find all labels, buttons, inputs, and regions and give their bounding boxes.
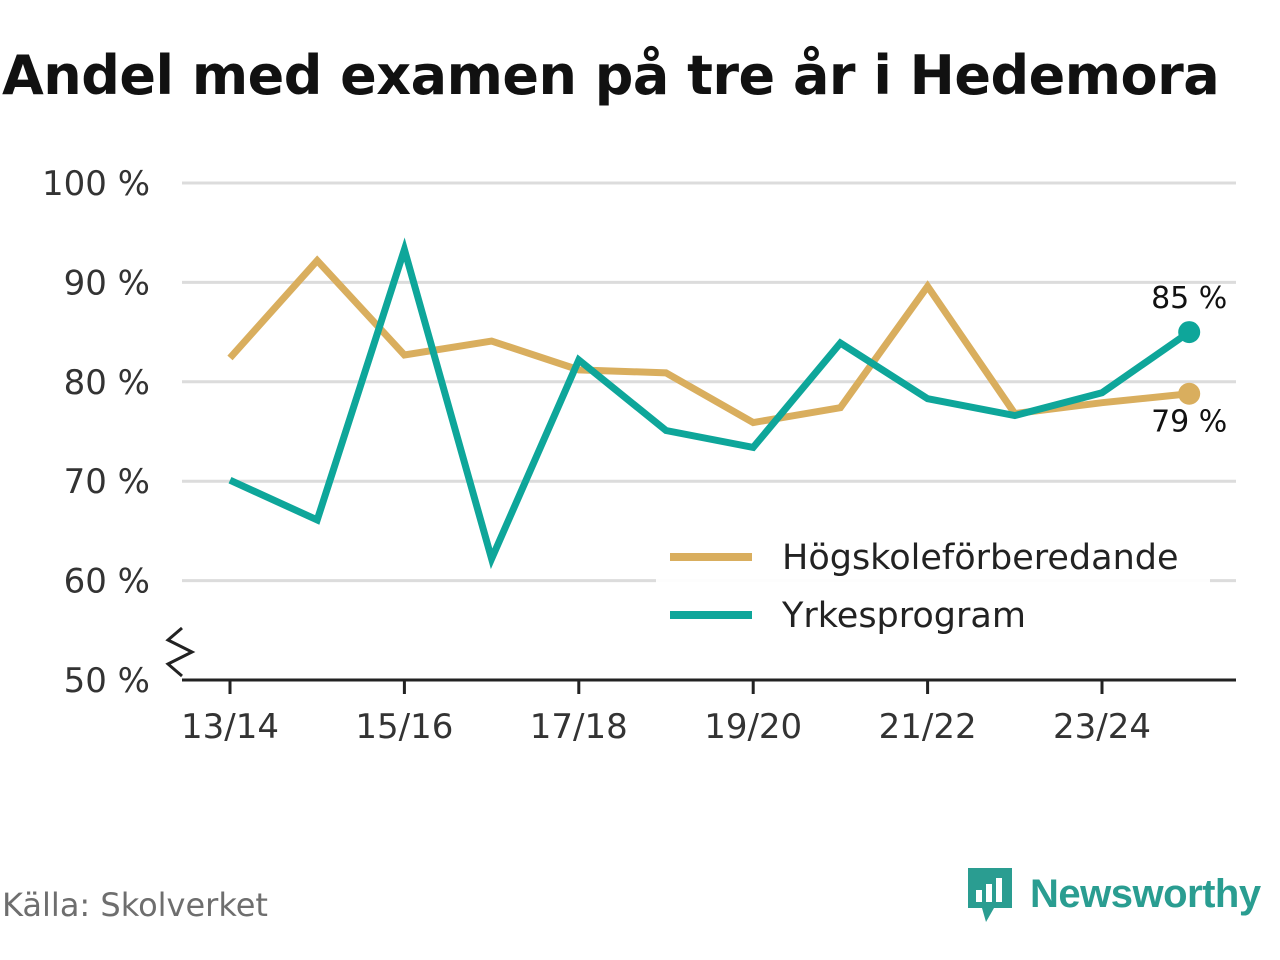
grid-lines — [182, 181, 1236, 583]
legend-label: Högskoleförberedande — [782, 538, 1179, 578]
legend-background — [656, 530, 1210, 654]
x-tick-label: 23/24 — [1053, 707, 1151, 747]
series-end-point — [1178, 382, 1201, 405]
line-chart: 50 % 60 % 70 % 80 % 90 % 100 % 13/14 15/16 17/1… — [42, 164, 1236, 747]
series-line — [228, 237, 1192, 570]
x-axis: 13/14 15/16 17/18 19/20 21/22 23/24 — [165, 626, 1236, 747]
end-value-label: 85 % — [1151, 281, 1227, 316]
series-end-point — [1178, 321, 1201, 344]
y-tick-label: 60 % — [64, 562, 150, 602]
brand-logo: Newsworthy — [964, 864, 1261, 924]
legend-label: Yrkesprogram — [781, 596, 1026, 636]
y-tick-label: 70 % — [64, 462, 150, 502]
x-tick-label: 13/14 — [181, 707, 279, 747]
source-note: Källa: Skolverket — [2, 886, 268, 924]
axis-break-icon — [165, 626, 196, 678]
x-tick-label: 21/22 — [879, 707, 977, 747]
legend: Högskoleförberedande Yrkesprogram — [656, 530, 1210, 654]
newsworthy-logo-icon — [968, 868, 1012, 922]
x-tick-label: 15/16 — [355, 707, 453, 747]
y-axis-ticks: 50 % 60 % 70 % 80 % 90 % 100 % — [42, 164, 150, 701]
x-tick-label: 17/18 — [530, 707, 628, 747]
y-tick-label: 90 % — [64, 263, 150, 303]
brand-name: Newsworthy — [1030, 871, 1261, 916]
chart-title: Andel med examen på tre år i Hedemora — [2, 44, 1220, 107]
y-tick-label: 100 % — [42, 164, 150, 204]
series-lines: 79 % 85 % — [227, 237, 1227, 570]
y-tick-label: 80 % — [64, 363, 150, 403]
end-value-label: 79 % — [1151, 405, 1227, 440]
y-tick-label: 50 % — [64, 661, 150, 701]
x-tick-label: 19/20 — [704, 707, 802, 747]
